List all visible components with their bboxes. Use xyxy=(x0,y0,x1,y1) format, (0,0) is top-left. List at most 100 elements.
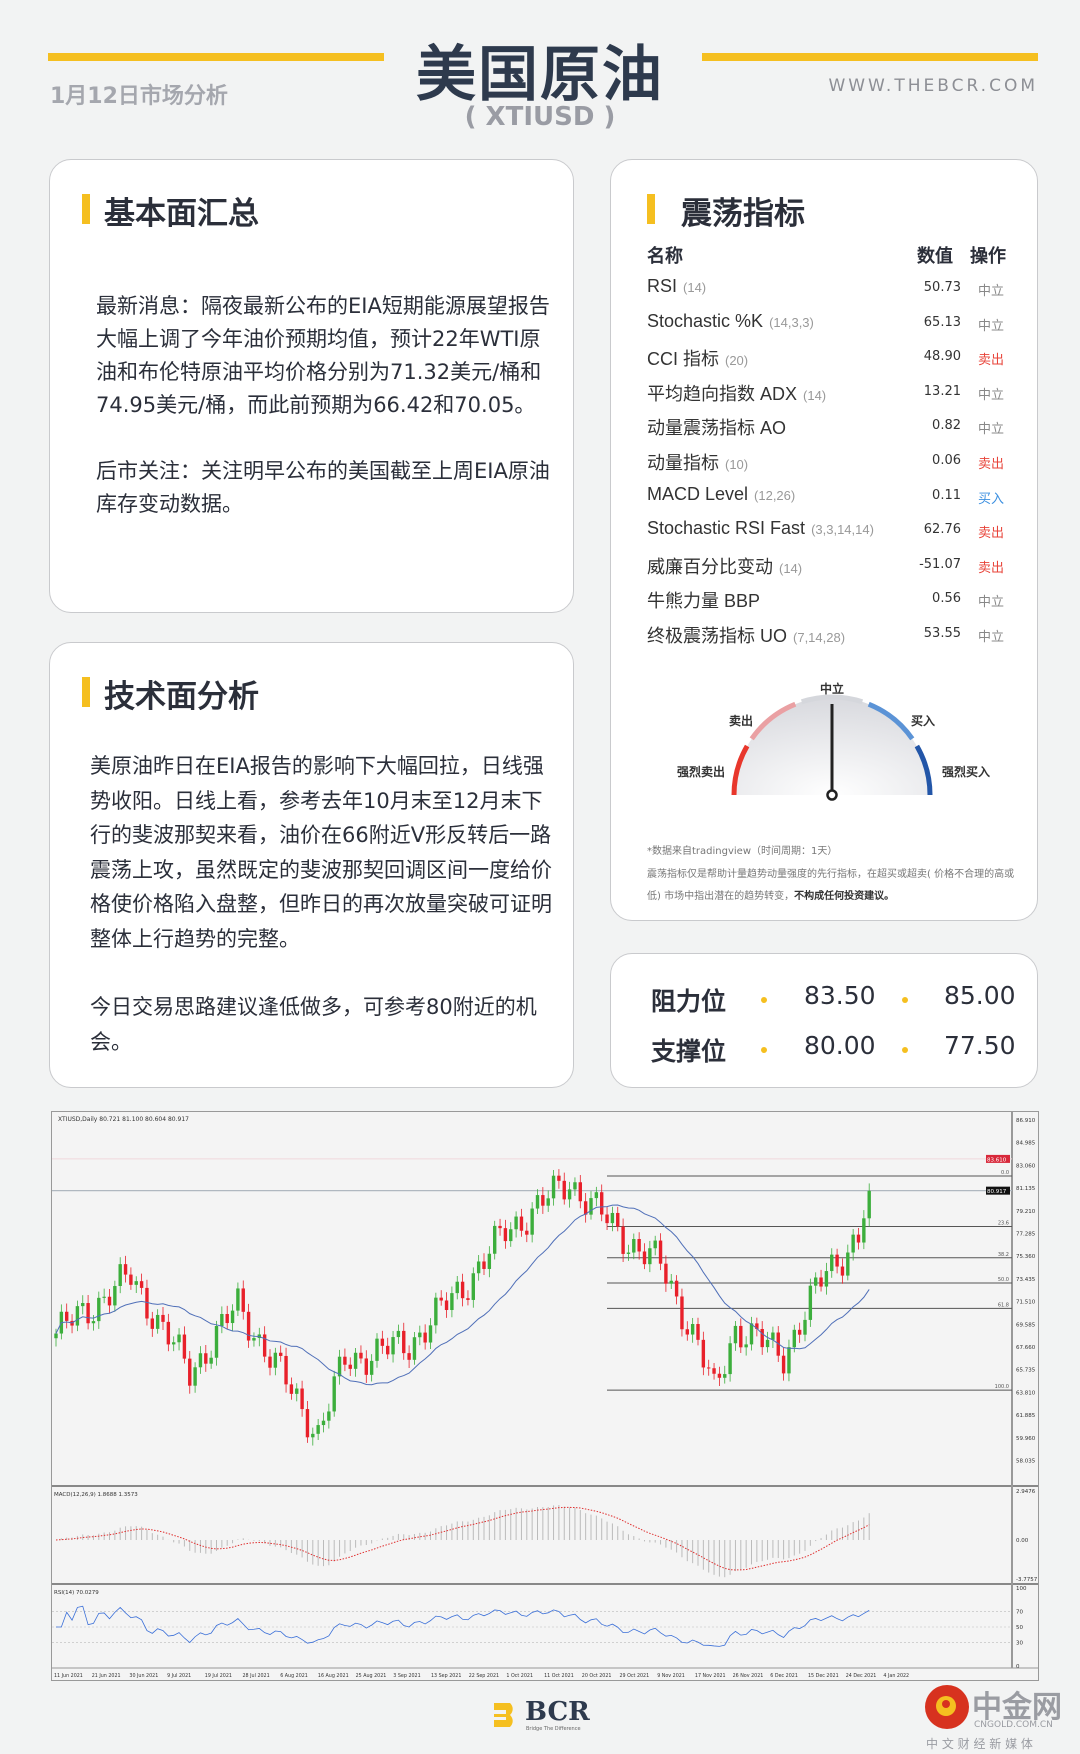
date-tick-label: 4 Jan 2022 xyxy=(883,1673,909,1679)
technical-card: 技术面分析 美原油昨日在EIA报告的影响下大幅回拉，日线强势收阳。日线上看，参考… xyxy=(49,642,574,1088)
candle xyxy=(380,1338,385,1346)
candle xyxy=(744,1344,748,1348)
date-tick-label: 26 Nov 2021 xyxy=(733,1673,764,1679)
candle xyxy=(412,1337,417,1360)
column-header-action: 操作 xyxy=(970,246,1006,267)
gauge-label-strong-sell: 强烈卖出 xyxy=(677,765,726,779)
moving-average-line xyxy=(55,1204,870,1386)
indicator-action: 中立 xyxy=(978,422,1005,438)
indicator-row: 牛熊力量 BBP 0.56 中立 xyxy=(611,587,1039,621)
candle xyxy=(701,1339,706,1368)
candle xyxy=(161,1314,165,1322)
candle xyxy=(444,1300,449,1311)
price-tick-label: 61.885 xyxy=(1016,1413,1036,1419)
candle xyxy=(830,1254,834,1272)
candle xyxy=(626,1252,631,1254)
date-tick-label: 15 Dec 2021 xyxy=(808,1673,839,1679)
candle xyxy=(797,1329,802,1335)
date-tick-label: 11 Jun 2021 xyxy=(54,1673,83,1679)
candle xyxy=(311,1433,315,1438)
candle xyxy=(236,1288,240,1311)
date-tick-label: 22 Sep 2021 xyxy=(469,1673,499,1679)
bullet-icon xyxy=(761,997,767,1003)
candle xyxy=(760,1328,764,1348)
gauge-label-neutral: 中立 xyxy=(820,682,845,696)
candle xyxy=(434,1297,438,1326)
indicator-value: 48.90 xyxy=(923,349,961,365)
macd-header: MACD(12,26,9) 1.8688 1.3573 xyxy=(54,1492,138,1498)
candle xyxy=(139,1281,144,1288)
gauge-arc-strong-sell xyxy=(731,744,750,796)
candle xyxy=(327,1411,331,1421)
candle xyxy=(840,1266,845,1276)
date-tick-label: 9 Nov 2021 xyxy=(657,1673,685,1679)
indicator-value: 53.55 xyxy=(923,626,961,641)
indicator-row: MACD Level (12,26) 0.11 买入 xyxy=(611,484,1039,518)
candle xyxy=(262,1334,267,1357)
candle xyxy=(332,1376,336,1412)
candle xyxy=(658,1240,663,1264)
fib-label: 100.0 xyxy=(995,1384,1009,1390)
candle xyxy=(220,1314,224,1326)
candle xyxy=(188,1358,192,1386)
oscillators-card: 震荡指标 名称 数值 操作 RSI (14) 50.73 中立 Stochastic… xyxy=(610,159,1038,921)
candle xyxy=(396,1330,401,1338)
gauge-arc-sell xyxy=(749,701,797,741)
candle xyxy=(781,1355,786,1374)
indicator-action: 卖出 xyxy=(978,457,1005,472)
date-tick-label: 11 Oct 2021 xyxy=(544,1673,574,1679)
chart-header: XTIUSD,Daily 80.721 81.100 80.604 80.917 xyxy=(58,1116,189,1123)
resistance-2: 85.00 xyxy=(944,981,1016,1010)
candle xyxy=(589,1198,593,1215)
candle xyxy=(225,1314,229,1324)
current-price-label: 80.917 xyxy=(987,1189,1007,1195)
indicator-name: Stochastic RSI Fast (3,3,14,14) xyxy=(647,518,874,539)
candle xyxy=(616,1212,620,1227)
macd-signal-line xyxy=(55,1506,870,1571)
website-link[interactable]: WWW.THEBCR.COM xyxy=(828,76,1038,96)
price-tick-label: 75.360 xyxy=(1016,1254,1036,1260)
price-tick-label: 86.910 xyxy=(1016,1118,1036,1124)
price-tick-label: 73.435 xyxy=(1016,1277,1036,1283)
date-tick-label: 17 Nov 2021 xyxy=(695,1673,726,1679)
candle xyxy=(723,1374,727,1378)
price-chart-canvas[interactable]: XTIUSD,Daily 80.721 81.100 80.604 80.917… xyxy=(52,1112,1038,1680)
indicator-value: 13.21 xyxy=(923,383,961,399)
candle xyxy=(573,1182,577,1190)
indicator-row: Stochastic RSI Fast (3,3,14,14) 62.76 卖出 xyxy=(611,518,1039,552)
rsi-line xyxy=(56,1605,870,1647)
indicator-row: 终极震荡指标 UO (7,14,28) 53.55 中立 xyxy=(611,622,1039,656)
candle xyxy=(300,1388,304,1410)
candle xyxy=(493,1225,497,1254)
candle xyxy=(209,1357,213,1364)
gauge-arc-neutral xyxy=(800,694,864,705)
candle xyxy=(562,1180,566,1200)
indicator-name: MACD Level (12,26) xyxy=(647,483,796,504)
disclaimer-note: 震荡指标仅是帮助计量趋势动量强度的先行指标，在超买或超卖( 价格不合理的高或低)… xyxy=(647,869,1015,902)
candle xyxy=(535,1195,540,1209)
column-header-value: 数值 xyxy=(917,246,953,267)
candle xyxy=(423,1332,427,1343)
candle xyxy=(856,1234,861,1243)
candle xyxy=(509,1229,513,1242)
candle xyxy=(316,1425,320,1434)
price-chart[interactable]: XTIUSD,Daily 80.721 81.100 80.604 80.917… xyxy=(51,1111,1039,1681)
candle xyxy=(739,1325,743,1348)
bcr-brand-name: BCR xyxy=(525,1697,590,1727)
candle xyxy=(551,1175,556,1199)
fib-label: 61.8 xyxy=(998,1302,1009,1308)
resistance-label: 阻力位 xyxy=(651,987,727,1016)
candle xyxy=(198,1353,203,1368)
indicator-row: 动量指标 (10) 0.06 卖出 xyxy=(611,449,1039,483)
candle xyxy=(455,1281,459,1294)
support-2: 77.50 xyxy=(944,1031,1016,1060)
indicator-value: 0.56 xyxy=(932,591,961,607)
candle xyxy=(642,1251,647,1265)
date-tick-label: 13 Sep 2021 xyxy=(431,1673,461,1679)
indicator-name: Stochastic %K (14,3,3) xyxy=(647,310,814,331)
rsi-tick-label: 50 xyxy=(1016,1625,1023,1631)
fundamentals-card: 基本面汇总 最新消息：隔夜最新公布的EIA短期能源展望报告大幅上调了今年油价预期… xyxy=(49,159,574,613)
indicator-value: 0.11 xyxy=(932,487,961,503)
candle xyxy=(835,1254,839,1267)
indicator-value: 62.76 xyxy=(923,522,961,538)
